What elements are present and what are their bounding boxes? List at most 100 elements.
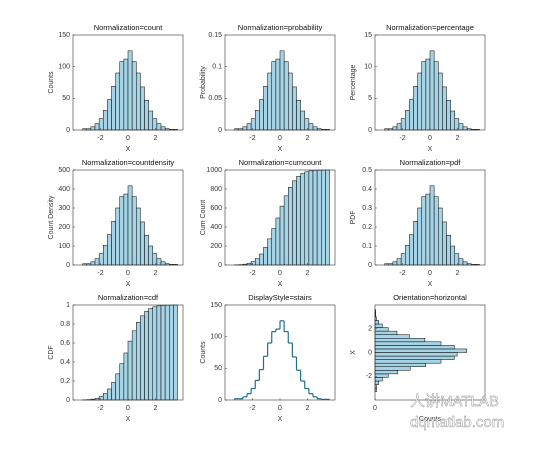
bar (301, 174, 305, 265)
bar (422, 62, 426, 130)
y-tick-label: 200 (210, 243, 222, 250)
y-axis-label: CDF (48, 345, 55, 359)
y-tick-label: 100 (210, 334, 222, 341)
bar (375, 377, 382, 381)
bar (107, 100, 111, 130)
bar (145, 235, 149, 265)
bar (317, 170, 321, 265)
bar (107, 389, 111, 400)
bar (116, 374, 120, 400)
y-tick-label: 0.4 (362, 186, 372, 193)
x-tick-label: 0 (278, 405, 282, 412)
x-tick-label: 0 (428, 135, 432, 142)
bar (161, 305, 165, 400)
x-tick-label: 0 (278, 270, 282, 277)
bar (120, 364, 124, 400)
y-tick-label: 150 (210, 302, 222, 309)
bar (116, 208, 120, 265)
y-tick-label: 400 (58, 186, 70, 193)
bar (243, 127, 247, 130)
bar (112, 382, 116, 400)
bar (264, 247, 268, 265)
y-tick-label: 0.2 (60, 378, 70, 385)
chart-title: Normalization=countdensity (82, 158, 175, 167)
y-tick-label: 0.3 (362, 205, 372, 212)
y-tick-label: 0.15 (208, 32, 222, 39)
bar (297, 176, 301, 265)
y-tick-label: 150 (58, 32, 70, 39)
x-tick-label: -2 (97, 270, 103, 277)
y-tick-label: 0 (368, 349, 372, 356)
bar (149, 246, 153, 265)
bar (161, 127, 165, 130)
chart-title: DisplayStyle=stairs (248, 293, 312, 302)
x-tick-label: 0 (373, 405, 377, 412)
bar (459, 124, 463, 130)
y-tick-label: 0 (368, 127, 372, 134)
bar (169, 305, 173, 400)
bar (145, 100, 149, 130)
bar (103, 110, 107, 130)
bar (405, 110, 409, 130)
bar (153, 254, 157, 265)
x-axis-label: X (428, 146, 433, 153)
y-tick-label: 2 (368, 326, 372, 333)
bar (375, 349, 467, 353)
bar (157, 124, 161, 130)
chart-title: Normalization=probability (238, 23, 323, 32)
bar (251, 261, 255, 265)
bar (112, 86, 116, 130)
bar (375, 353, 457, 357)
y-tick-label: 0.4 (60, 359, 70, 366)
bar (397, 259, 401, 265)
y-axis-label: X (350, 350, 357, 355)
x-tick-label: -2 (399, 135, 405, 142)
bar (268, 239, 272, 265)
bar (414, 86, 418, 130)
bar (99, 254, 103, 265)
bar (284, 196, 288, 265)
bar (120, 197, 124, 265)
bar (128, 341, 132, 400)
bar (91, 262, 95, 265)
bar (292, 181, 296, 265)
bar (313, 127, 317, 130)
bar (375, 338, 425, 342)
chart-title: Normalization=count (94, 23, 163, 32)
bar (397, 124, 401, 130)
bar (95, 259, 99, 265)
bar (255, 110, 259, 130)
bar (276, 218, 280, 265)
bar (305, 119, 309, 130)
bar (375, 363, 426, 367)
bar (375, 320, 379, 324)
bar (280, 51, 284, 130)
bar (132, 197, 136, 265)
bar (451, 111, 455, 130)
bar (259, 100, 263, 130)
bar (418, 208, 422, 265)
bar (375, 324, 382, 328)
y-axis-label: Counts (200, 341, 207, 364)
bar (161, 262, 165, 265)
bar (103, 245, 107, 265)
y-tick-label: 0 (66, 127, 70, 134)
bar (124, 59, 128, 130)
x-axis-label: X (126, 281, 131, 288)
bar (313, 170, 317, 265)
y-tick-label: 300 (58, 205, 70, 212)
y-tick-label: 800 (210, 186, 222, 193)
y-tick-label: 50 (62, 95, 70, 102)
bar (375, 328, 388, 332)
y-axis-label: Cum Count (200, 200, 207, 235)
bar (268, 73, 272, 130)
bar (375, 381, 379, 385)
x-tick-label: -2 (97, 405, 103, 412)
bar (140, 316, 144, 400)
y-tick-label: 500 (58, 167, 70, 174)
bar (375, 367, 410, 371)
bar (99, 396, 103, 400)
x-tick-label: 0 (278, 135, 282, 142)
x-tick-label: -2 (249, 270, 255, 277)
bar (136, 208, 140, 265)
